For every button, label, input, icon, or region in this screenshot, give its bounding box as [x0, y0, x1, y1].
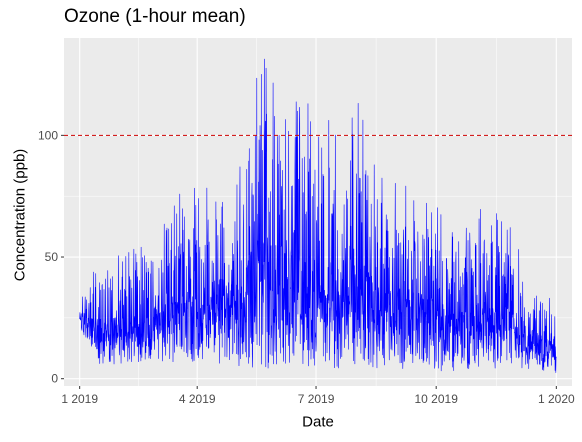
- y-tick-label: 50: [45, 250, 59, 264]
- x-tick-label: 1 2020: [538, 392, 575, 406]
- ozone-series: [79, 58, 557, 373]
- chart-title: Ozone (1-hour mean): [64, 6, 246, 27]
- x-tick-label: 10 2019: [414, 392, 458, 406]
- x-tick-label: 4 2019: [179, 392, 216, 406]
- x-tick-label: 1 2019: [61, 392, 98, 406]
- ozone-series-line: [79, 58, 557, 373]
- x-tick-label: 7 2019: [298, 392, 335, 406]
- y-tick-label: 100: [38, 128, 58, 142]
- x-axis-label: Date: [302, 413, 334, 431]
- y-axis-ticks: 0 50 100: [38, 128, 64, 386]
- y-tick-label: 0: [51, 372, 58, 386]
- x-axis-ticks: 1 2019 4 2019 7 2019 10 2019 1 2020: [61, 386, 575, 406]
